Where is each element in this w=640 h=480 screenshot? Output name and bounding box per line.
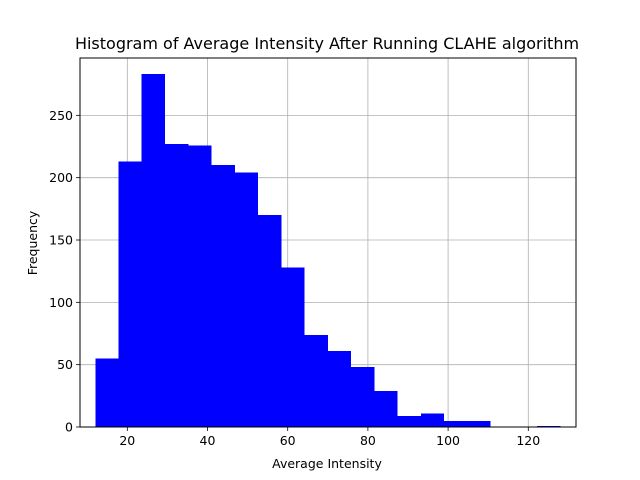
x-tick-label: 60 bbox=[280, 433, 296, 448]
x-tick-label: 20 bbox=[119, 433, 135, 448]
histogram-bar bbox=[467, 420, 491, 427]
chart-title: Histogram of Average Intensity After Run… bbox=[75, 34, 579, 53]
x-tick-label: 100 bbox=[436, 433, 460, 448]
y-axis-label: Frequency bbox=[25, 210, 40, 275]
histogram-bar bbox=[211, 165, 235, 427]
histogram-bar bbox=[351, 367, 375, 427]
y-axis-ticks: 0 50 100 150 200 250 bbox=[49, 108, 80, 435]
histogram-bar bbox=[281, 267, 305, 427]
y-tick-label: 100 bbox=[49, 295, 73, 310]
y-tick-label: 50 bbox=[57, 357, 73, 372]
x-tick-label: 120 bbox=[516, 433, 540, 448]
histogram-bar bbox=[188, 145, 212, 427]
y-tick-label: 250 bbox=[49, 108, 73, 123]
histogram-bar bbox=[420, 413, 445, 427]
histogram-bar bbox=[304, 334, 328, 427]
plot-frame bbox=[79, 57, 577, 428]
histogram-bar bbox=[374, 390, 398, 427]
x-axis-label: Average Intensity bbox=[272, 456, 382, 471]
histogram-bar bbox=[327, 350, 352, 427]
x-axis-ticks: 20 40 60 80 100 120 bbox=[119, 427, 540, 448]
histogram-bar bbox=[118, 161, 142, 427]
x-tick-label: 80 bbox=[360, 433, 376, 448]
histogram-bar bbox=[234, 172, 259, 427]
histogram-bars bbox=[95, 74, 561, 427]
x-tick-label: 40 bbox=[200, 433, 216, 448]
y-tick-label: 150 bbox=[49, 233, 73, 248]
histogram-bar bbox=[165, 144, 189, 427]
plot-area: 20 40 60 80 100 120 0 50 100 150 200 250 bbox=[49, 57, 577, 448]
histogram-bar bbox=[397, 415, 421, 427]
y-tick-label: 200 bbox=[49, 170, 73, 185]
histogram-bar bbox=[95, 358, 119, 427]
histogram-bar bbox=[444, 420, 468, 427]
y-tick-label: 0 bbox=[65, 420, 73, 435]
histogram-bar bbox=[537, 425, 561, 427]
histogram-bar bbox=[258, 215, 282, 427]
histogram-bar bbox=[141, 74, 166, 427]
